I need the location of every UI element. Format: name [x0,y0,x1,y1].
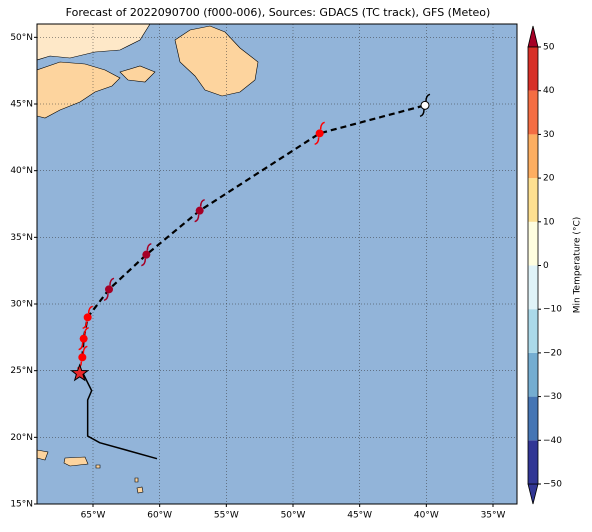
x-tick-label: 35°W [481,511,506,521]
storm-symbol [103,277,115,302]
storm-arms [314,121,325,146]
storm-arms [103,277,115,302]
x-tick-label: 40°W [414,511,439,521]
colorbar-extend-high [527,25,539,48]
x-tick-label: 45°W [347,511,372,521]
storm-symbol [194,198,205,223]
storm-symbol [419,93,431,118]
colorbar-band [528,396,538,441]
colorbar-tick-label: 10 [543,217,555,227]
storm-arms [419,93,431,118]
storm-eye [195,206,204,215]
storm-symbol [78,326,89,351]
y-tick-label: 45°N [10,100,33,110]
y-tick-label: 20°N [10,433,33,443]
current-position [70,363,90,382]
storm-arms [82,305,93,330]
storm-eye [78,353,87,362]
colorbar-tick-label: −30 [543,392,562,402]
y-tick-label: 15°N [10,500,33,510]
ocean [37,24,517,504]
storm-eye [83,313,92,322]
storm-arms [141,242,152,267]
colorbar-tick-label: 0 [543,261,549,271]
colorbar-tick-label: 20 [543,174,555,184]
colorbar-band [528,47,538,91]
y-tick-label: 40°N [10,166,33,176]
colorbar-band [528,309,538,353]
colorbar-tick-label: 30 [543,130,555,140]
colorbar-tick-label: 50 [543,43,555,53]
storm-eye [105,285,113,294]
x-tick-label: 55°W [214,511,239,521]
storm-eye [142,250,151,259]
colorbar-tick-label: 40 [543,86,555,96]
storm-eye [420,100,430,110]
x-tick-label: 50°W [281,511,306,521]
colorbar-extend-low [527,483,539,505]
land [37,24,259,494]
map-frame [36,23,518,505]
colorbar-tick-label: −40 [543,436,562,446]
y-tick-label: 35°N [10,233,33,243]
colorbar-band [528,178,538,222]
colorbar-band [528,440,538,484]
storm-symbol [314,121,325,146]
colorbar-band [528,134,538,179]
y-tick-label: 30°N [10,300,33,310]
storm-arms [78,326,89,351]
storm-symbol [141,242,152,267]
y-tick-label: 50°N [10,33,33,43]
past-track [81,371,158,460]
colorbar-band [528,352,538,397]
chart-title: Forecast of 2022090700 (f000-006), Sourc… [66,6,491,19]
storm-arms [194,198,205,223]
colorbar-tick-label: −10 [543,305,562,315]
colorbar-label: Min Temperature (°C) [573,217,583,314]
storm-eye [79,334,88,343]
y-tick-label: 25°N [10,366,33,376]
storm-symbol [82,305,93,330]
colorbar-band [528,90,538,135]
x-tick-label: 60°W [147,511,172,521]
colorbar-band [528,265,538,310]
colorbar-band [528,221,538,266]
colorbar-tick-label: −20 [543,348,562,358]
colorbar-tick-label: −50 [543,480,562,490]
x-tick-label: 65°W [81,511,106,521]
storm-eye [315,129,324,138]
